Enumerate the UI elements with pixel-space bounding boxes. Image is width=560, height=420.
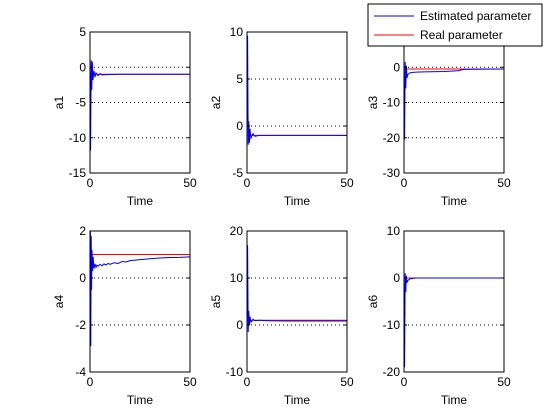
x-axis-label: Time [441, 194, 468, 208]
x-tick-label: 0 [401, 375, 408, 389]
x-tick-label: 50 [497, 375, 511, 389]
x-axis-label: Time [284, 393, 311, 407]
x-tick-label: 50 [497, 176, 511, 190]
y-tick-label: 0 [79, 271, 86, 285]
y-tick-label: -15 [69, 166, 87, 180]
x-axis-label: Time [127, 393, 154, 407]
y-tick-label: 0 [236, 318, 243, 332]
y-tick-label: -10 [69, 131, 87, 145]
x-tick-label: 50 [340, 176, 354, 190]
y-tick-label: 5 [79, 25, 86, 39]
series-estimated-parameter [403, 273, 504, 368]
axes-box [246, 230, 348, 373]
x-tick-label: 0 [87, 375, 94, 389]
y-tick-label: -20 [383, 131, 401, 145]
y-tick-label: -4 [75, 365, 86, 379]
y-axis-label: a5 [209, 295, 223, 309]
x-axis-label: Time [441, 393, 468, 407]
axes-box [246, 31, 348, 174]
y-tick-label: 5 [236, 72, 243, 86]
x-tick-label: 0 [87, 176, 94, 190]
x-tick-label: 0 [244, 375, 251, 389]
y-tick-label: -2 [75, 318, 86, 332]
series-estimated-parameter [246, 245, 347, 333]
subplot-3: -30 -20 -10 0 0 50 Time a3 [366, 31, 511, 208]
x-axis-label: Time [127, 194, 154, 208]
y-tick-label: 10 [387, 224, 401, 238]
legend-box [367, 3, 543, 47]
y-tick-label: -20 [383, 365, 401, 379]
y-tick-label: 0 [236, 119, 243, 133]
y-tick-label: 0 [393, 271, 400, 285]
y-axis-label: a6 [366, 295, 380, 309]
y-tick-label: 20 [230, 224, 244, 238]
axes-box [89, 230, 191, 373]
y-axis-label: a1 [52, 96, 66, 110]
series-estimated-parameter [89, 230, 191, 347]
subplot-4: -4 -2 0 2 0 50 Time a4 [52, 224, 197, 407]
series-estimated-parameter [246, 35, 347, 145]
y-tick-label: 0 [393, 60, 400, 74]
y-tick-label: -10 [383, 96, 401, 110]
x-tick-label: 50 [183, 176, 197, 190]
x-tick-label: 0 [244, 176, 251, 190]
series-estimated-parameter [89, 60, 190, 151]
plot-area [247, 231, 347, 372]
y-tick-label: 0 [79, 60, 86, 74]
y-tick-label: 2 [79, 224, 86, 238]
series-estimated-parameter [403, 61, 505, 140]
y-axis-label: a4 [52, 295, 66, 309]
axes-box [403, 230, 505, 373]
y-tick-label: 10 [230, 25, 244, 39]
x-tick-label: 50 [183, 375, 197, 389]
y-tick-label: -10 [226, 365, 244, 379]
legend-label-estimated: Estimated parameter [420, 9, 531, 23]
x-axis-label: Time [284, 194, 311, 208]
y-tick-label: -5 [232, 166, 243, 180]
y-axis-label: a3 [366, 96, 380, 110]
y-axis-label: a2 [209, 96, 223, 110]
legend-label-real: Real parameter [420, 28, 503, 42]
y-tick-label: -5 [75, 96, 86, 110]
plot-area [247, 32, 347, 173]
plot-area [90, 231, 190, 372]
y-tick-label: -10 [383, 318, 401, 332]
y-tick-label: 10 [230, 271, 244, 285]
subplot-6: -20 -10 0 10 0 50 Time a6 [366, 224, 511, 407]
legend: Estimated parameter Real parameter [367, 3, 543, 47]
y-tick-label: -30 [383, 166, 401, 180]
x-tick-label: 0 [401, 176, 408, 190]
plot-area [404, 231, 504, 372]
x-tick-label: 50 [340, 375, 354, 389]
